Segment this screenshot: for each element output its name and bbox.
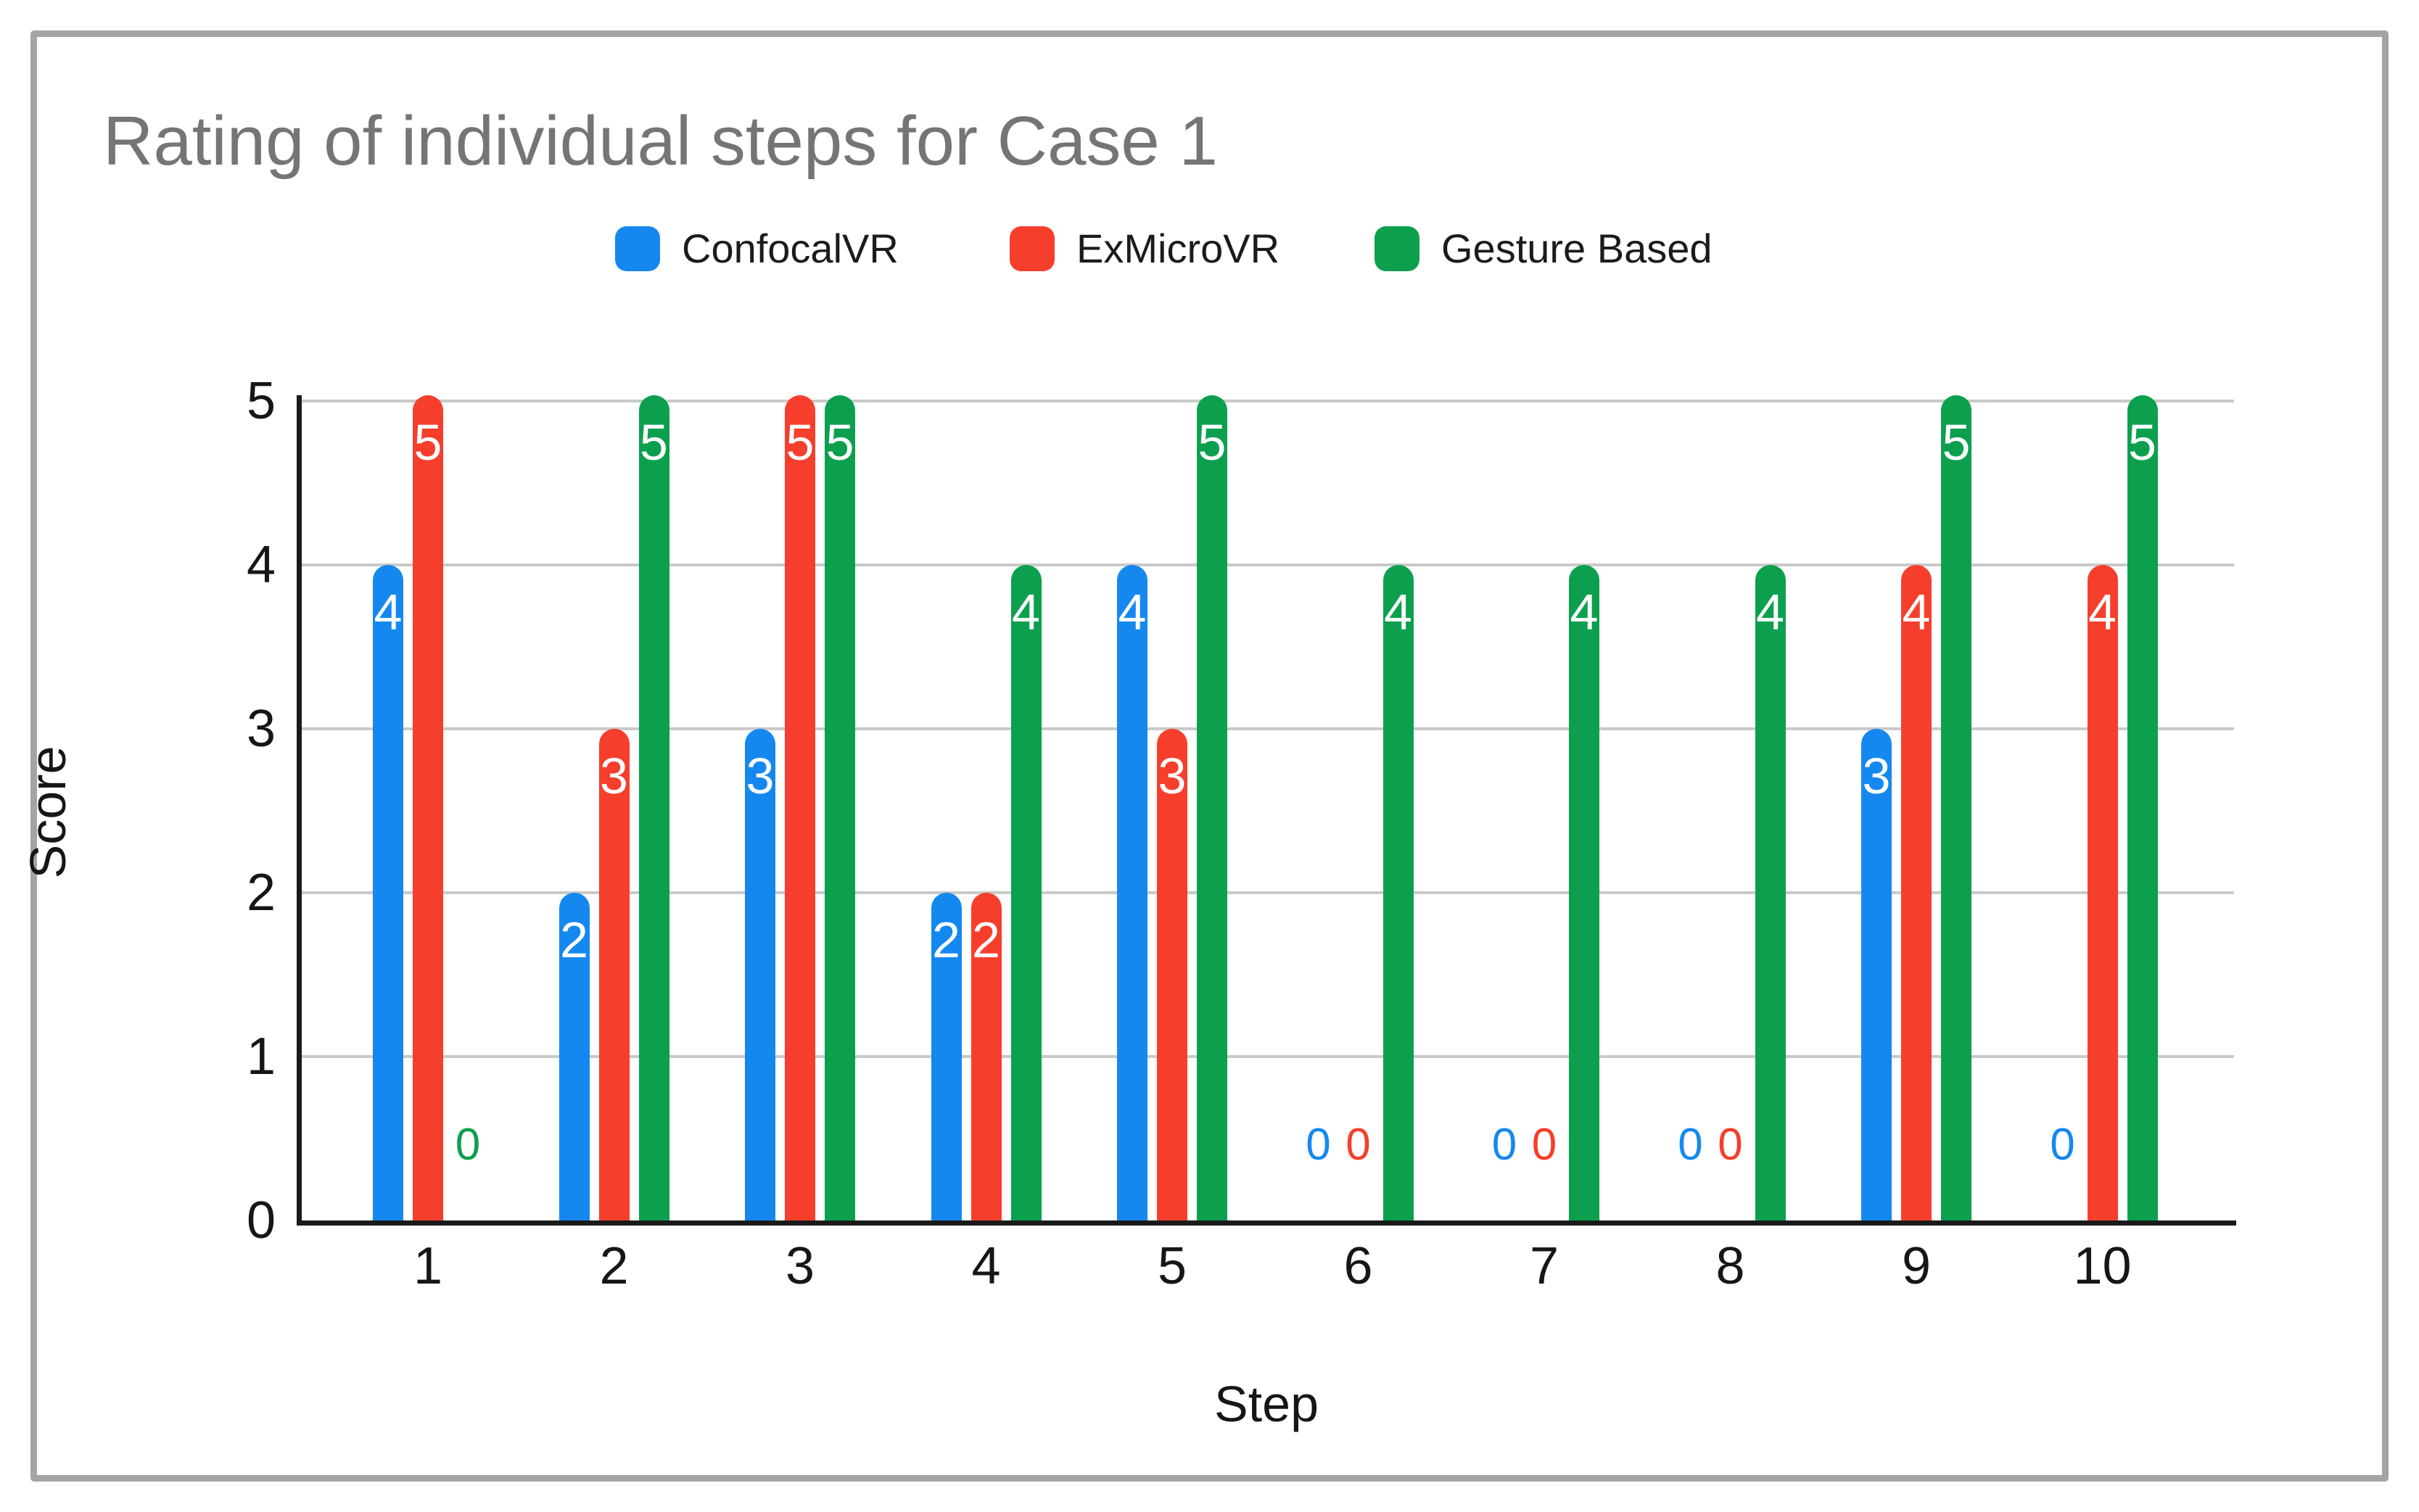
legend-item-gesture-based: Gesture Based [1375, 225, 1713, 272]
x-tick-label-9: 9 [1901, 1237, 1932, 1295]
bar-value-label-exmicrovr-step-10: 4 [2088, 584, 2117, 640]
bar-confocalvr-step-3 [745, 729, 775, 1220]
legend-label-gesture-based: Gesture Based [1441, 226, 1713, 271]
x-tick-label-5: 5 [1157, 1237, 1187, 1295]
y-tick-label-4: 4 [246, 536, 276, 594]
bar-value-label-gesture-based-step-2: 5 [640, 414, 668, 471]
legend-item-exmicrovr: ExMicroVR [1010, 225, 1279, 272]
zero-value-label-gesture-based-step-1: 0 [455, 1120, 481, 1170]
legend-item-confocalvr: ConfocalVR [615, 225, 899, 272]
x-tick-label-3: 3 [785, 1237, 815, 1295]
x-axis-line [297, 1220, 2236, 1226]
legend-color-swatch-exmicrovr [1010, 226, 1055, 271]
bar-confocalvr-step-9 [1861, 729, 1892, 1220]
bar-value-label-gesture-based-step-8: 4 [1756, 584, 1784, 640]
x-tick-label-8: 8 [1715, 1237, 1745, 1295]
bar-value-label-gesture-based-step-10: 5 [2128, 414, 2156, 471]
bar-gesture-based-step-9 [1941, 395, 1971, 1220]
gridline-4 [299, 563, 2234, 566]
legend-color-swatch-confocalvr [615, 226, 660, 271]
bar-confocalvr-step-2 [559, 893, 590, 1220]
bar-value-label-gesture-based-step-6: 4 [1384, 584, 1412, 640]
bar-value-label-confocalvr-step-1: 4 [374, 584, 403, 640]
bar-confocalvr-step-1 [373, 565, 403, 1220]
x-tick-label-2: 2 [599, 1237, 629, 1295]
zero-value-label-confocalvr-step-10: 0 [2050, 1120, 2075, 1170]
bar-gesture-based-step-5 [1197, 395, 1227, 1220]
bar-value-label-gesture-based-step-5: 5 [1198, 414, 1227, 471]
x-tick-label-6: 6 [1343, 1237, 1373, 1295]
bar-value-label-exmicrovr-step-5: 3 [1158, 748, 1187, 804]
bar-value-label-gesture-based-step-4: 4 [1012, 584, 1040, 640]
bar-value-label-exmicrovr-step-3: 5 [786, 414, 815, 471]
bar-gesture-based-step-10 [2127, 395, 2158, 1220]
bar-value-label-gesture-based-step-9: 5 [1942, 414, 1971, 471]
zero-value-label-exmicrovr-step-7: 0 [1531, 1120, 1557, 1170]
gridline-1 [299, 1055, 2234, 1058]
bar-exmicrovr-step-1 [413, 395, 443, 1220]
y-tick-label-2: 2 [246, 864, 276, 922]
bar-exmicrovr-step-3 [785, 395, 815, 1220]
bar-exmicrovr-step-9 [1901, 565, 1932, 1220]
y-tick-label-3: 3 [246, 700, 276, 758]
figure-border [30, 30, 2389, 1482]
bar-exmicrovr-step-10 [2087, 565, 2118, 1220]
bar-gesture-based-step-7 [1569, 565, 1599, 1220]
gridline-5 [299, 400, 2234, 402]
bar-gesture-based-step-2 [638, 395, 669, 1220]
bar-value-label-exmicrovr-step-9: 4 [1902, 584, 1931, 640]
bar-value-label-exmicrovr-step-4: 2 [972, 912, 1000, 968]
gridline-3 [299, 727, 2234, 730]
bar-value-label-gesture-based-step-7: 4 [1570, 584, 1599, 640]
bar-gesture-based-step-8 [1755, 565, 1786, 1220]
legend-label-confocalvr: ConfocalVR [682, 226, 899, 271]
x-tick-label-10: 10 [2073, 1237, 2132, 1295]
x-tick-label-4: 4 [971, 1237, 1001, 1295]
y-tick-label-1: 1 [246, 1028, 276, 1086]
y-tick-label-5: 5 [246, 372, 276, 430]
y-tick-label-0: 0 [246, 1191, 276, 1249]
bar-confocalvr-step-4 [931, 893, 962, 1220]
bar-value-label-confocalvr-step-3: 3 [746, 748, 775, 804]
zero-value-label-exmicrovr-step-6: 0 [1346, 1120, 1371, 1170]
x-tick-label-7: 7 [1529, 1237, 1559, 1295]
y-axis-line [297, 395, 302, 1226]
bar-confocalvr-step-5 [1117, 565, 1147, 1220]
x-tick-label-1: 1 [413, 1237, 443, 1295]
bar-exmicrovr-step-2 [598, 729, 630, 1220]
bar-value-label-exmicrovr-step-2: 3 [600, 748, 628, 804]
bar-value-label-exmicrovr-step-1: 5 [413, 414, 442, 471]
legend-color-swatch-gesture-based [1375, 226, 1419, 271]
bar-value-label-gesture-based-step-3: 5 [825, 414, 854, 471]
legend-label-exmicrovr: ExMicroVR [1076, 226, 1280, 271]
bar-gesture-based-step-4 [1010, 565, 1042, 1220]
bar-gesture-based-step-6 [1382, 565, 1414, 1220]
gridline-2 [299, 891, 2234, 894]
zero-value-label-confocalvr-step-6: 0 [1306, 1120, 1331, 1170]
zero-value-label-confocalvr-step-7: 0 [1491, 1120, 1517, 1170]
zero-value-label-confocalvr-step-8: 0 [1678, 1120, 1703, 1170]
bar-value-label-confocalvr-step-9: 3 [1862, 748, 1891, 804]
bar-value-label-confocalvr-step-5: 4 [1118, 584, 1147, 640]
zero-value-label-exmicrovr-step-8: 0 [1718, 1120, 1743, 1170]
bar-value-label-confocalvr-step-2: 2 [560, 912, 588, 968]
bar-value-label-confocalvr-step-4: 2 [932, 912, 960, 968]
chart-title: Rating of individual steps for Case 1 [103, 102, 1218, 180]
bar-exmicrovr-step-4 [971, 893, 1002, 1220]
x-axis-title: Step [1214, 1376, 1319, 1432]
bar-gesture-based-step-3 [825, 395, 855, 1220]
y-axis-title: Score [20, 745, 76, 879]
bar-exmicrovr-step-5 [1157, 729, 1187, 1220]
